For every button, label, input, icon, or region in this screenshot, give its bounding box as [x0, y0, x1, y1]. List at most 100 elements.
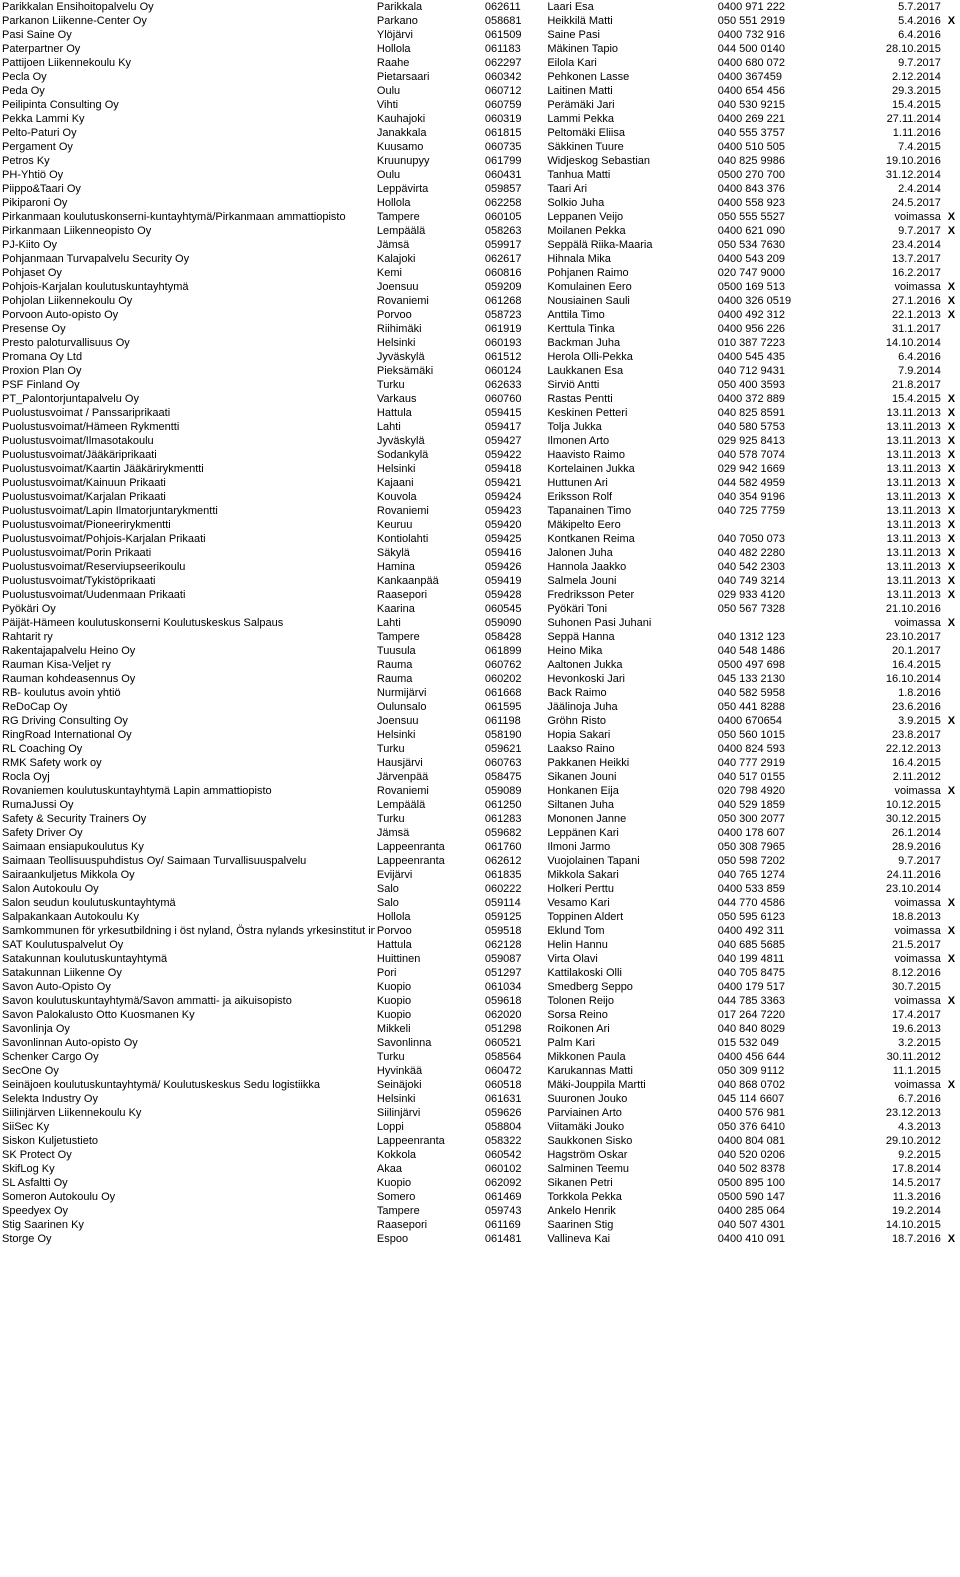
x-cell — [943, 882, 960, 896]
phone-cell: 0500 497 698 — [716, 658, 841, 672]
company-cell: Puolustusvoimat / Panssariprikaati — [0, 406, 375, 420]
city-cell: Oulu — [375, 168, 483, 182]
person-cell: Palm Kari — [545, 1036, 715, 1050]
company-cell: Pikiparoni Oy — [0, 196, 375, 210]
city-cell: Hattula — [375, 938, 483, 952]
date-cell: 17.8.2014 — [841, 1162, 943, 1176]
code-cell: 060518 — [483, 1078, 545, 1092]
phone-cell: 040 502 8378 — [716, 1162, 841, 1176]
city-cell: Kuopio — [375, 1176, 483, 1190]
code-cell: 058564 — [483, 1050, 545, 1064]
person-cell: Vuojolainen Tapani — [545, 854, 715, 868]
city-cell: Hattula — [375, 406, 483, 420]
company-cell: Parkanon Liikenne-Center Oy — [0, 14, 375, 28]
date-cell: 15.4.2015 — [841, 98, 943, 112]
person-cell: Suhonen Pasi Juhani — [545, 616, 715, 630]
x-cell — [943, 1050, 960, 1064]
person-cell: Aaltonen Jukka — [545, 658, 715, 672]
phone-cell: 0400 654 456 — [716, 84, 841, 98]
code-cell: 058475 — [483, 770, 545, 784]
city-cell: Kuopio — [375, 994, 483, 1008]
table-row: Pirkanmaan Liikenneopisto OyLempäälä0582… — [0, 224, 960, 238]
date-cell: 22.1.2013 — [841, 308, 943, 322]
date-cell: 16.10.2014 — [841, 672, 943, 686]
table-row: Siilinjärven Liikennekoulu KySiilinjärvi… — [0, 1106, 960, 1120]
code-cell: 060342 — [483, 70, 545, 84]
person-cell: Leppänen Kari — [545, 826, 715, 840]
code-cell: 060521 — [483, 1036, 545, 1050]
x-cell: X — [943, 420, 960, 434]
code-cell: 059087 — [483, 952, 545, 966]
person-cell: Laitinen Matti — [545, 84, 715, 98]
person-cell: Hihnala Mika — [545, 252, 715, 266]
code-cell: 059125 — [483, 910, 545, 924]
code-cell: 061283 — [483, 812, 545, 826]
code-cell: 059425 — [483, 532, 545, 546]
x-cell — [943, 1148, 960, 1162]
company-cell: Päijät-Hämeen koulutuskonserni Koulutusk… — [0, 616, 375, 630]
x-cell: X — [943, 532, 960, 546]
date-cell: voimassa — [841, 210, 943, 224]
table-row: Savonlinja OyMikkeli051298Roikonen Ari04… — [0, 1022, 960, 1036]
x-cell — [943, 1064, 960, 1078]
date-cell: 26.1.2014 — [841, 826, 943, 840]
date-cell: 31.12.2014 — [841, 168, 943, 182]
code-cell: 059426 — [483, 560, 545, 574]
person-cell: Herola Olli-Pekka — [545, 350, 715, 364]
date-cell: 6.4.2016 — [841, 28, 943, 42]
company-cell: ReDoCap Oy — [0, 700, 375, 714]
code-cell: 060102 — [483, 1162, 545, 1176]
person-cell: Torkkola Pekka — [545, 1190, 715, 1204]
phone-cell: 045 133 2130 — [716, 672, 841, 686]
code-cell: 060759 — [483, 98, 545, 112]
table-row: Pergament OyKuusamo060735Säkkinen Tuure0… — [0, 140, 960, 154]
company-cell: Siskon Kuljetustieto — [0, 1134, 375, 1148]
x-cell — [943, 602, 960, 616]
company-cell: Satakunnan Liikenne Oy — [0, 966, 375, 980]
phone-cell: 040 7050 073 — [716, 532, 841, 546]
company-cell: Porvoon Auto-opisto Oy — [0, 308, 375, 322]
date-cell: 2.4.2014 — [841, 182, 943, 196]
phone-cell: 040 517 0155 — [716, 770, 841, 784]
company-cell: RL Coaching Oy — [0, 742, 375, 756]
person-cell: Säkkinen Tuure — [545, 140, 715, 154]
company-cell: Rauman Kisa-Veljet ry — [0, 658, 375, 672]
date-cell: 21.8.2017 — [841, 378, 943, 392]
date-cell: 13.11.2013 — [841, 574, 943, 588]
table-row: Puolustusvoimat/IlmasotakouluJyväskylä05… — [0, 434, 960, 448]
table-row: PT_Palontorjuntapalvelu OyVarkaus060760R… — [0, 392, 960, 406]
city-cell: Jämsä — [375, 826, 483, 840]
date-cell: 4.3.2013 — [841, 1120, 943, 1134]
table-row: Pohjaset OyKemi060816Pohjanen Raimo020 7… — [0, 266, 960, 280]
code-cell: 061668 — [483, 686, 545, 700]
table-row: Pohjanmaan Turvapalvelu Security OyKalaj… — [0, 252, 960, 266]
table-row: Parkanon Liikenne-Center OyParkano058681… — [0, 14, 960, 28]
table-row: Piippo&Taari OyLeppävirta059857Taari Ari… — [0, 182, 960, 196]
code-cell: 060712 — [483, 84, 545, 98]
company-cell: Peda Oy — [0, 84, 375, 98]
code-cell: 059427 — [483, 434, 545, 448]
company-cell: Rovaniemen koulutuskuntayhtymä Lapin amm… — [0, 784, 375, 798]
city-cell: Lahti — [375, 420, 483, 434]
person-cell: Pakkanen Heikki — [545, 756, 715, 770]
table-row: Proxion Plan OyPieksämäki060124Laukkanen… — [0, 364, 960, 378]
x-cell — [943, 966, 960, 980]
city-cell: Porvoo — [375, 308, 483, 322]
code-cell: 061034 — [483, 980, 545, 994]
city-cell: Parikkala — [375, 0, 483, 14]
person-cell: Moilanen Pekka — [545, 224, 715, 238]
person-cell: Lammi Pekka — [545, 112, 715, 126]
person-cell: Keskinen Petteri — [545, 406, 715, 420]
x-cell: X — [943, 294, 960, 308]
person-cell: Vesamo Kari — [545, 896, 715, 910]
person-cell: Nousiainen Sauli — [545, 294, 715, 308]
phone-cell: 040 749 3214 — [716, 574, 841, 588]
person-cell: Virta Olavi — [545, 952, 715, 966]
city-cell: Seinäjoki — [375, 1078, 483, 1092]
table-body: Parikkalan Ensihoitopalvelu OyParikkala0… — [0, 0, 960, 1246]
code-cell: 060124 — [483, 364, 545, 378]
company-cell: Stig Saarinen Ky — [0, 1218, 375, 1232]
table-row: Pelto-Paturi OyJanakkala061815Peltomäki … — [0, 126, 960, 140]
company-cell: Pohjaset Oy — [0, 266, 375, 280]
phone-cell: 040 868 0702 — [716, 1078, 841, 1092]
